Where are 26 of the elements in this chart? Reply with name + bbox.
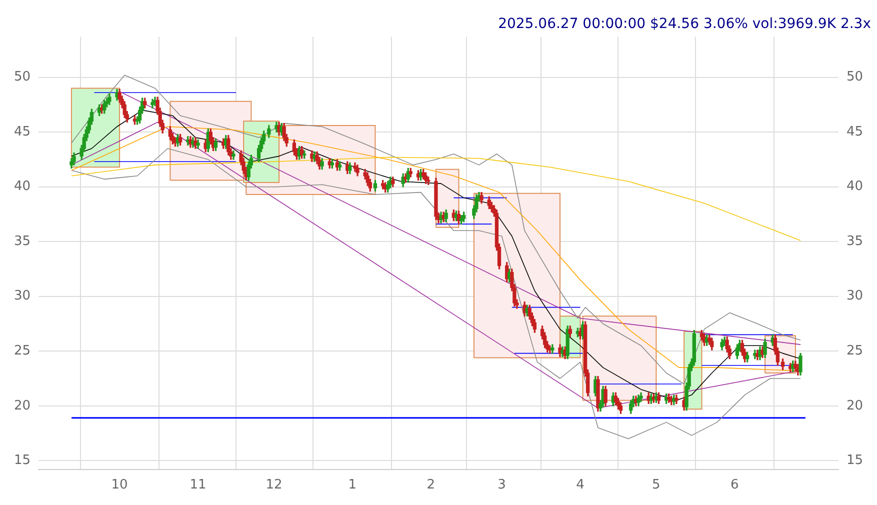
y-tick-label: 25 [14, 343, 31, 358]
x-tick-label: 1 [348, 478, 357, 493]
y-tick-label: 50 [14, 70, 31, 85]
y-tick-label: 20 [14, 398, 31, 414]
y-tick-label: 45 [14, 124, 31, 140]
x-tick-label: 5 [652, 478, 660, 493]
y2-tick-label: 45 [846, 124, 864, 140]
x-tick-label: 10 [111, 478, 128, 493]
y2-tick-label: 25 [846, 343, 864, 358]
y-tick-label: 40 [14, 179, 31, 194]
x-tick-label: 2 [426, 478, 436, 493]
chart-title: 2025.06.27 00:00:00 $24.56 3.06% vol:3969.9K 2.3x [498, 16, 871, 32]
x-tick-label: 11 [190, 478, 206, 493]
y2-tick-label: 35 [846, 234, 864, 249]
y2-tick-label: 15 [846, 453, 864, 468]
x-tick-label: 4 [576, 478, 584, 493]
y-tick-label: 15 [14, 453, 31, 468]
y2-tick-label: 50 [846, 70, 864, 85]
x-tick-label: 3 [498, 478, 506, 493]
y-tick-label: 35 [14, 234, 31, 249]
y2-tick-label: 20 [846, 398, 864, 414]
y2-tick-label: 30 [846, 288, 864, 304]
x-tick-label: 6 [730, 478, 739, 493]
x-tick-label: 12 [266, 478, 282, 493]
y-tick-label: 30 [14, 288, 31, 304]
y2-tick-label: 40 [846, 179, 864, 194]
